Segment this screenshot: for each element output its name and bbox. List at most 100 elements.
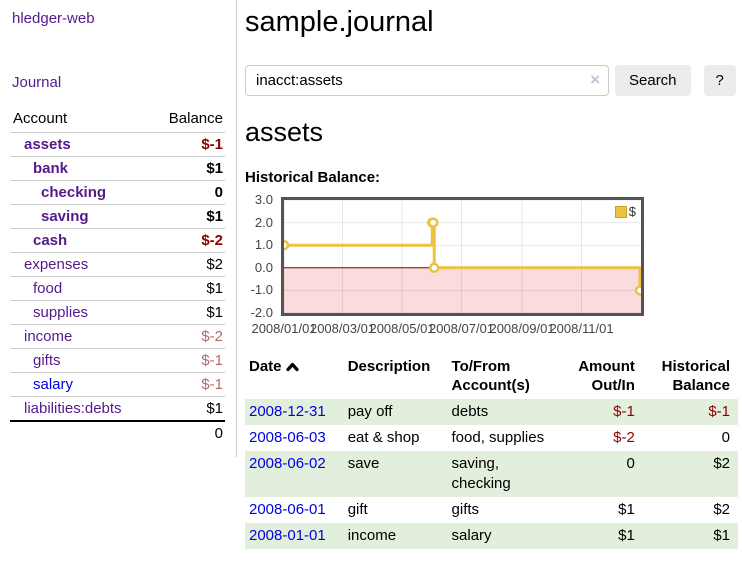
- account-heading: assets: [245, 117, 324, 147]
- accounts-header-balance: Balance: [168, 110, 223, 127]
- legend-label: $: [628, 204, 636, 219]
- account-balance: $-1: [151, 132, 225, 157]
- register-header-tofrom: To/From Account(s): [451, 358, 530, 394]
- transaction-date-link[interactable]: 2008-06-02: [249, 455, 326, 472]
- sidebar: hledger-web Journal Account Balance asse…: [0, 0, 237, 457]
- main-content: sample.journal × Search ? assets Histori…: [237, 0, 742, 549]
- transaction-description: gift: [347, 501, 368, 518]
- account-row: salary $-1: [10, 372, 225, 397]
- transaction-balance: 0: [721, 429, 730, 446]
- y-tick-label: 1.0: [254, 237, 273, 253]
- y-tick-label: 2.0: [254, 214, 273, 230]
- account-row: food $1: [10, 276, 225, 301]
- chart-y-axis-labels: 3.0 2.0 1.0 0.0 -1.0 -2.0: [245, 193, 275, 320]
- x-tick-label: 2008/01/01: [251, 321, 317, 336]
- x-tick-label: 2008/11/01: [549, 321, 614, 336]
- page-title: sample.journal: [245, 6, 434, 38]
- x-tick-label: 2008/09/01: [489, 321, 555, 336]
- account-balance: $-2: [151, 324, 225, 349]
- transaction-description: save: [343, 451, 448, 497]
- account-balance: 0: [151, 180, 225, 205]
- account-row: expenses $2: [10, 252, 225, 277]
- account-row: liabilities:debts $1: [10, 396, 225, 421]
- account-balance: $-1: [151, 348, 225, 373]
- transaction-accounts: salary: [447, 523, 560, 549]
- chart-x-axis-labels: 2008/01/01 2008/03/01 2008/05/01 2008/07/01…: [251, 321, 641, 337]
- register-table: Date Description To/From Account(s) Amou…: [245, 355, 738, 549]
- account-balance: $1: [151, 156, 225, 181]
- transaction-row[interactable]: 2008-12-31 pay off debts $-1 $-1: [245, 399, 738, 425]
- register-header-date[interactable]: Date: [245, 355, 344, 399]
- y-tick-label: 3.0: [254, 192, 273, 207]
- x-tick-label: 2008/07/01: [428, 321, 495, 336]
- account-link-checking[interactable]: checking: [41, 184, 107, 201]
- chart-plot-area: $: [281, 197, 644, 316]
- account-row: checking 0: [10, 180, 225, 205]
- x-tick-label: 2008/05/01: [369, 321, 435, 336]
- transaction-amount: $1: [559, 523, 643, 549]
- transaction-balance: $2: [713, 501, 730, 518]
- account-link-bank[interactable]: bank: [33, 160, 69, 177]
- transaction-accounts: debts: [447, 399, 560, 425]
- account-link-salary[interactable]: salary: [33, 376, 74, 393]
- account-link-gifts[interactable]: gifts: [33, 352, 61, 369]
- search-button[interactable]: Search: [615, 65, 691, 96]
- account-link-assets[interactable]: assets: [24, 136, 71, 153]
- account-link-income[interactable]: income: [24, 328, 73, 345]
- account-balance: $1: [151, 300, 225, 325]
- transaction-row[interactable]: 2008-06-03 eat & shop food, supplies $-2…: [245, 425, 738, 451]
- transaction-date-link[interactable]: 2008-01-01: [249, 527, 326, 544]
- transaction-description: pay off: [343, 399, 448, 425]
- transaction-amount: 0: [559, 451, 643, 497]
- historical-balance-chart: 3.0 2.0 1.0 0.0 -1.0 -2.0 $ 2008/01/01 2008/03…: [245, 193, 738, 339]
- y-tick-label: -2.0: [250, 305, 273, 320]
- transaction-accounts: food, supplies: [451, 429, 545, 446]
- transaction-date-link[interactable]: 2008-06-03: [249, 429, 326, 446]
- register-header-row: Date Description To/From Account(s) Amou…: [245, 355, 738, 399]
- account-link-supplies[interactable]: supplies: [33, 304, 89, 321]
- account-row: income $-2: [10, 324, 225, 349]
- transaction-description: eat & shop: [347, 429, 420, 446]
- register-header-description: Description: [347, 358, 431, 375]
- chart-legend: $: [614, 204, 636, 219]
- clear-search-icon[interactable]: ×: [590, 70, 600, 89]
- account-link-cash[interactable]: cash: [33, 232, 68, 249]
- y-tick-label: -1.0: [250, 282, 273, 298]
- accounts-balance-table: Account Balance assets $-1 bank $1 check…: [10, 107, 225, 445]
- accounts-total-value: 0: [151, 420, 225, 445]
- transaction-balance: $1: [642, 523, 738, 549]
- transaction-amount: $-2: [613, 429, 635, 446]
- transaction-balance: $2: [642, 451, 738, 497]
- account-link-food[interactable]: food: [33, 280, 63, 297]
- transaction-row[interactable]: 2008-06-01 gift gifts $1 $2: [245, 497, 738, 523]
- account-row: cash $-2: [10, 228, 225, 253]
- transaction-row[interactable]: 2008-06-02 save saving, checking 0 $2: [245, 451, 738, 497]
- chart-title: Historical Balance:: [245, 169, 381, 186]
- account-link-expenses[interactable]: expenses: [24, 256, 89, 273]
- transaction-row[interactable]: 2008-01-01 income salary $1 $1: [245, 523, 738, 549]
- account-row: bank $1: [10, 156, 225, 181]
- transaction-date-link[interactable]: 2008-06-01: [249, 501, 326, 518]
- sidebar-item-journal[interactable]: Journal: [12, 74, 62, 91]
- transaction-date-link[interactable]: 2008-12-31: [249, 403, 326, 420]
- account-balance: $-2: [151, 228, 225, 253]
- help-button[interactable]: ?: [703, 65, 736, 96]
- transaction-description: income: [343, 523, 448, 549]
- accounts-header-row: Account Balance: [10, 107, 225, 133]
- account-link-liabilities-debts[interactable]: liabilities:debts: [24, 400, 122, 417]
- transaction-balance: $-1: [642, 399, 738, 425]
- account-balance: $-1: [151, 372, 225, 397]
- accounts-header-account: Account: [13, 110, 68, 127]
- account-link-saving[interactable]: saving: [41, 208, 89, 225]
- account-row: assets $-1: [10, 132, 225, 157]
- accounts-total-row: 0: [10, 420, 225, 445]
- transaction-amount: $1: [618, 501, 635, 518]
- transaction-accounts: saving, checking: [447, 451, 560, 497]
- account-balance: $1: [151, 396, 225, 421]
- account-balance: $1: [151, 204, 225, 229]
- app-title-link[interactable]: hledger-web: [12, 10, 95, 27]
- search-input[interactable]: [245, 65, 609, 96]
- register-header-historical: Historical Balance: [661, 358, 730, 394]
- search-form: × Search ?: [245, 65, 738, 96]
- account-row: supplies $1: [10, 300, 225, 325]
